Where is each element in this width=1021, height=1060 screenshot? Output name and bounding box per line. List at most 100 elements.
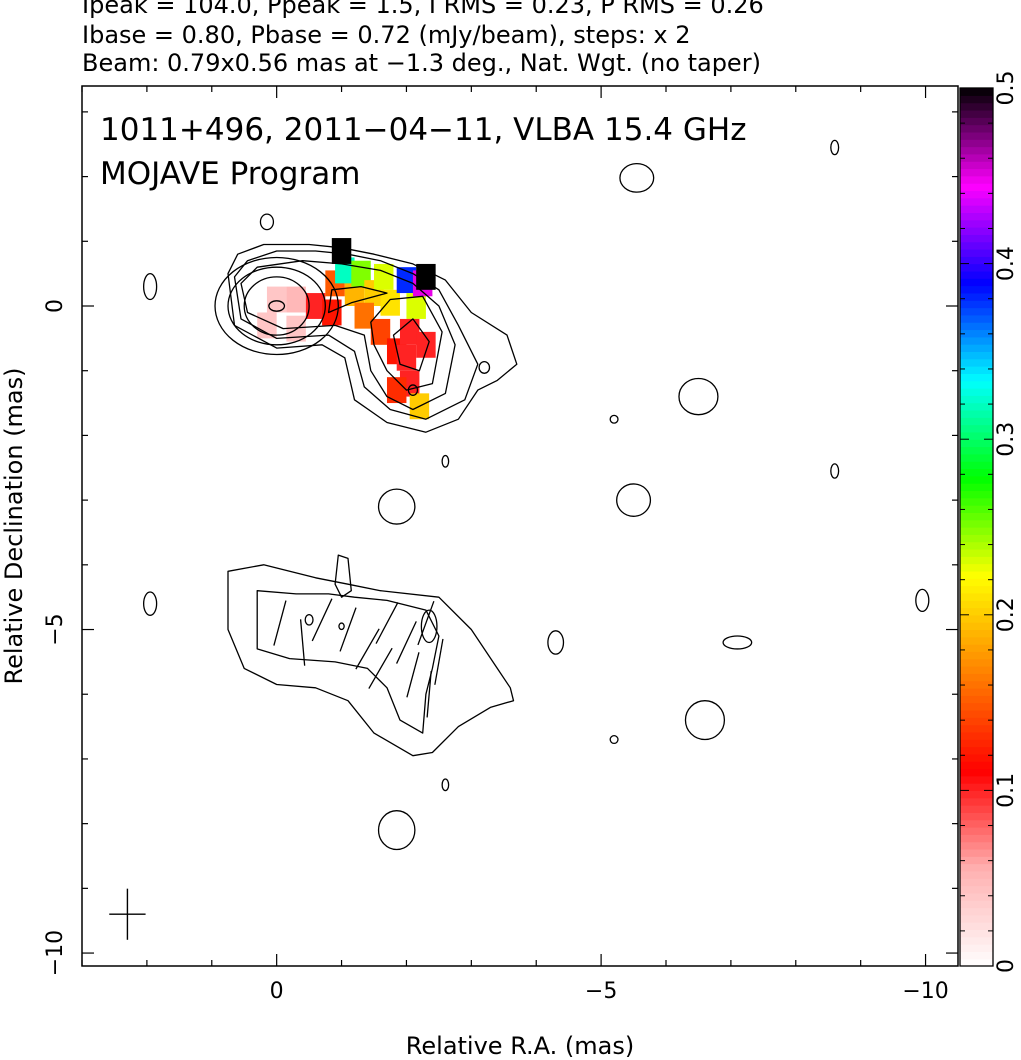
colorbar-segment [960, 614, 993, 623]
contour-ring [377, 488, 416, 525]
contour-line [256, 590, 440, 734]
colorbar-segment [960, 717, 993, 726]
colorbar-segment [960, 863, 993, 872]
colorbar-segment [960, 351, 993, 360]
colorbar-segment [960, 790, 993, 799]
colorbar-segment [960, 300, 993, 309]
contour-ring [338, 622, 345, 631]
pol-pixel [286, 286, 306, 313]
colorbar-segment [960, 812, 993, 821]
colorbar-segment [960, 146, 993, 155]
colorbar-segment [960, 95, 993, 104]
colorbar: 0 0.1 0.2 0.3 0.4 0.5 [959, 71, 1019, 973]
colorbar-segment [960, 131, 993, 140]
colorbar-segment [960, 402, 993, 411]
colorbar-segment [960, 248, 993, 257]
colorbar-segment [960, 175, 993, 184]
colorbar-segment [960, 841, 993, 850]
colorbar-segment [960, 797, 993, 806]
y-tick-label: −5 [43, 613, 68, 645]
evpa-vector [406, 652, 420, 698]
plot-frame [81, 85, 959, 967]
colorbar-segment [960, 497, 993, 506]
colorbar-segment [960, 658, 993, 667]
colorbar-segment [960, 548, 993, 557]
colorbar-segment [960, 951, 993, 960]
colorbar-segment [960, 109, 993, 118]
colorbar-segment [960, 570, 993, 579]
contour-line [233, 250, 479, 420]
colorbar-segment [960, 695, 993, 704]
pol-pixel [374, 263, 394, 290]
axis-tick-labels: 0 −5 −10 0 −5 −10 [43, 299, 949, 1004]
colorbar-segment [960, 278, 993, 287]
colorbar-segment [960, 834, 993, 843]
evpa-vector [355, 628, 380, 670]
x-tick-label: −5 [585, 979, 617, 1004]
contour-ring [616, 483, 652, 517]
colorbar-frame [959, 87, 994, 967]
evpa-vector [426, 670, 432, 718]
chart-title-line2: MOJAVE Program [100, 156, 360, 192]
colorbar-segment [960, 761, 993, 770]
contour-line [370, 295, 443, 391]
colorbar-segment [960, 592, 993, 601]
colorbar-segment [960, 256, 993, 265]
colorbar-segment [960, 534, 993, 543]
contour-ring [830, 463, 840, 479]
colorbar-segment [960, 563, 993, 572]
colorbar-segment [960, 227, 993, 235]
contour-ring [478, 360, 491, 374]
colorbar-segment [960, 102, 993, 111]
colorbar-segment [960, 724, 993, 733]
colorbar-segment [960, 944, 993, 952]
colorbar-segment [960, 490, 993, 499]
header-peak-rms: Ipeak = 104.0, Ppeak = 1.5, I RMS = 0.23… [82, 0, 764, 19]
colorbar-segment [960, 475, 993, 484]
colorbar-segment [960, 358, 993, 367]
colorbar-segment [960, 826, 993, 835]
colorbar-segment [960, 117, 993, 126]
evpa-vector [368, 647, 393, 689]
contour-ring [407, 384, 419, 396]
colorbar-segment [960, 336, 993, 345]
contour-ring [609, 734, 619, 745]
colorbar-segment [960, 373, 993, 382]
colorbar-segment [960, 702, 993, 711]
colorbar-segment [960, 366, 993, 374]
pol-pixel [386, 377, 407, 404]
colorbar-segment [960, 380, 993, 389]
contour-line [327, 285, 388, 314]
contour-ring [609, 414, 619, 424]
colorbar-segment [960, 629, 993, 638]
evpa-vector [434, 638, 444, 685]
colorbar-segment [960, 805, 993, 813]
colorbar-tick-label: 0.4 [994, 246, 1019, 281]
contour-ring [684, 700, 726, 741]
colorbar-segment [960, 958, 993, 967]
colorbar-segment [960, 124, 993, 133]
colorbar-segment [960, 424, 993, 433]
colorbar-segment [960, 322, 993, 331]
colorbar-segment [960, 673, 993, 682]
contour-ring [142, 591, 158, 616]
colorbar-segment [960, 885, 993, 894]
colorbar-segment [960, 292, 993, 301]
colorbar-segment [960, 505, 993, 513]
contour-ring [420, 609, 438, 644]
colorbar-segment [960, 409, 993, 418]
contour-ring [619, 162, 655, 193]
beam-cross [109, 888, 146, 940]
colorbar-segment [960, 607, 993, 616]
evpa-vector [396, 621, 417, 664]
colorbar-segment [960, 892, 993, 901]
header-base-steps: Ibase = 0.80, Pbase = 0.72 (mJy/beam), s… [82, 21, 691, 49]
colorbar-segment [960, 468, 993, 477]
contour-ring [268, 300, 286, 312]
evpa-vector [311, 598, 333, 642]
contour-ring [259, 213, 275, 231]
colorbar-segment [960, 153, 993, 162]
colorbar-segment [960, 907, 993, 916]
colorbar-segment [960, 848, 993, 857]
